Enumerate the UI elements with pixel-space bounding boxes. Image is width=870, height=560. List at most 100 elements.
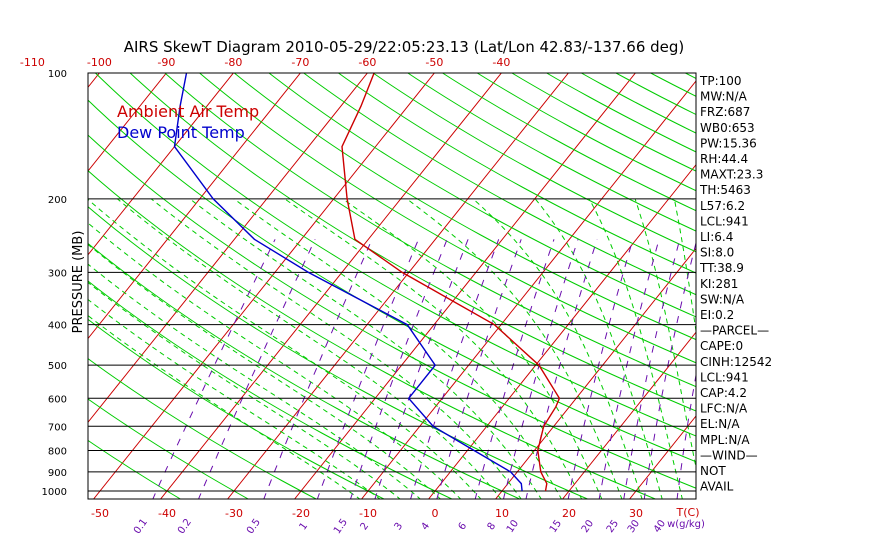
bottom-temp-tick-label: 0 (432, 507, 439, 520)
mixing-ratio-label: 1 (298, 521, 311, 533)
moist-adiabat-line (406, 198, 623, 499)
index-value: MW:N/A (700, 90, 748, 104)
moist-adiabat-line (189, 198, 542, 499)
moist-adiabat-line (634, 198, 696, 470)
dry-adiabat-line (233, 73, 696, 341)
bottom-temp-tick-label: 30 (629, 507, 643, 520)
dry-adiabat-line (303, 73, 696, 296)
mixing-ratio-label: 20 (580, 518, 596, 535)
index-value: TH:5463 (699, 183, 751, 197)
legend-dewpoint: Dew Point Temp (117, 123, 245, 142)
index-value: PW:15.36 (700, 136, 757, 150)
isotherm-line (495, 247, 696, 499)
dry-adiabat-line (88, 170, 656, 499)
mixing-ratio-label: 3 (393, 521, 406, 533)
isotherm-line (88, 73, 368, 424)
isotherm-line (294, 73, 636, 499)
index-value: NOT (700, 464, 726, 478)
top-temp-tick-label: -90 (157, 56, 175, 69)
dry-adiabat-line (129, 73, 696, 412)
dry-adiabat-line (88, 358, 317, 499)
dry-adiabat-line (338, 73, 696, 274)
index-value: AVAIL (700, 480, 734, 494)
dry-adiabat-line (511, 73, 696, 172)
pressure-tick-label: 200 (48, 195, 67, 206)
moist-adiabat-line (88, 281, 401, 499)
mixing-ratio-label: 4 (420, 521, 433, 533)
pressure-tick-label: 800 (48, 446, 67, 457)
dry-adiabat-line (88, 242, 520, 499)
dry-adiabat-line (88, 280, 453, 499)
isotherm-line (629, 415, 696, 499)
index-value: LCL:941 (700, 370, 749, 384)
isotherm-line (88, 73, 167, 172)
index-value: CINH:12542 (700, 355, 772, 369)
legend-temp: Ambient Air Temp (117, 102, 259, 121)
mixing-ratio-label: 15 (548, 518, 564, 535)
dry-adiabat-line (164, 73, 696, 388)
isotherm-line (93, 73, 435, 499)
pressure-tick-label: 1000 (42, 487, 67, 498)
mixing-ratio-label: 0.5 (245, 517, 263, 536)
moist-adiabat-line (472, 198, 643, 499)
isotherm-line (831, 73, 870, 499)
index-value: TT:38.9 (699, 261, 744, 275)
index-value: EL:N/A (700, 417, 740, 431)
isotherm-line (227, 73, 569, 499)
isotherm-line (428, 163, 696, 499)
mixing-ratio-line (410, 239, 500, 499)
top-temp-tick-label: -110 (20, 56, 45, 69)
moist-adiabat-line (342, 198, 603, 499)
isotherm-line (764, 73, 870, 499)
moist-adiabat-line (88, 243, 442, 499)
index-value: MAXT:23.3 (700, 168, 763, 182)
axes-layer: 0.1 0.2 0.5 1 1.5 2 3 4 6 8 10 15 20 25 30 401002003004… (20, 56, 705, 536)
mixing-ratio-line (349, 239, 448, 499)
dewpoint-profile-line (173, 73, 523, 492)
moist-adiabat-line (116, 198, 502, 499)
mixing-ratio-label: 8 (486, 521, 499, 533)
pressure-tick-label: 600 (48, 394, 67, 405)
dry-adiabat-line (88, 206, 588, 499)
isotherm-line (0, 73, 32, 499)
index-value: LCL:941 (700, 214, 749, 228)
isotherm-line (160, 73, 502, 499)
dry-adiabat-line (199, 73, 696, 364)
index-value: CAPE:0 (700, 339, 743, 353)
mixing-ratio-line (436, 239, 522, 499)
index-value: TP:100 (699, 74, 742, 88)
mixing-ratio-label: 25 (605, 518, 621, 535)
bottom-temp-tick-label: -40 (158, 507, 176, 520)
dry-adiabat-line (476, 73, 696, 192)
bottom-temp-tick-label: 20 (562, 507, 576, 520)
moist-adiabat-line (88, 314, 361, 499)
dry-adiabat-line (546, 73, 696, 153)
index-value: SW:N/A (700, 292, 745, 306)
dry-adiabat-line (88, 134, 696, 489)
mixing-ratio-label: 2 (359, 521, 372, 533)
dry-adiabat-line (268, 73, 696, 318)
mixing-ratio-label: 10 (505, 518, 521, 535)
moist-adiabat-line (534, 198, 663, 499)
mixing-ratio-label: 0.2 (176, 517, 194, 536)
dry-adiabat-line (372, 73, 696, 253)
pressure-tick-label: 900 (48, 468, 67, 479)
isotherm-line (562, 331, 696, 499)
mixing-ratio-line (263, 239, 373, 499)
moist-adiabat-line (88, 222, 462, 499)
isotherm-line (88, 73, 301, 340)
pressure-tick-label: 100 (48, 69, 67, 80)
mixing-ratio-line (152, 239, 276, 499)
dry-adiabat-line (407, 73, 696, 232)
mixing-ratio-label: 40 (652, 518, 668, 535)
y-axis-label: PRESSURE (MB) (71, 231, 86, 334)
index-value: RH:44.4 (700, 152, 748, 166)
pressure-tick-label: 700 (48, 422, 67, 433)
dry-adiabat-line (442, 73, 696, 212)
index-value: L57:6.2 (700, 199, 745, 213)
mixing-ratio-line (198, 239, 316, 499)
temp-unit-label: T(C) (676, 506, 700, 519)
index-value: CAP:4.2 (700, 386, 747, 400)
index-value: LI:6.4 (700, 230, 733, 244)
top-temp-tick-label: -40 (492, 56, 510, 69)
